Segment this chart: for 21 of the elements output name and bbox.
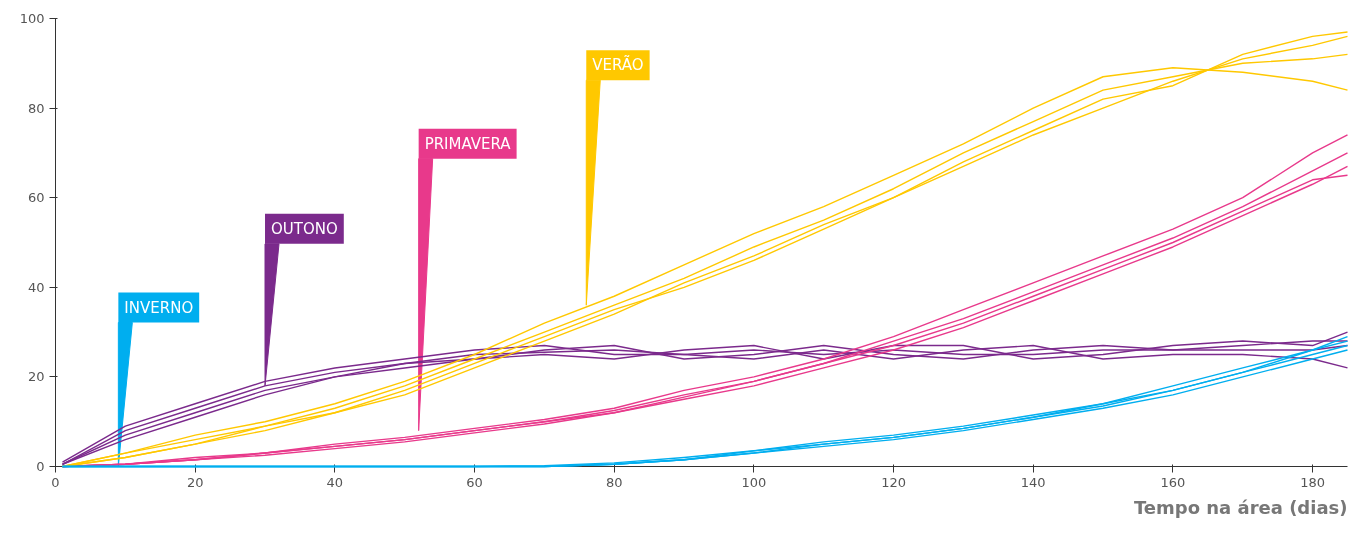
y-tick-label: 20	[27, 369, 45, 385]
x-axis-title: Tempo na área (dias)	[1133, 496, 1348, 518]
x-tick-label: 60	[466, 474, 483, 490]
x-tick-label: 140	[1020, 474, 1046, 490]
y-tick-label: 40	[27, 279, 45, 295]
annotation: VERÃO	[592, 55, 644, 75]
annotation: PRIMAVERA	[424, 134, 512, 153]
y-tick-label: 100	[19, 11, 45, 26]
x-tick-label: 80	[605, 474, 623, 490]
y-tick-label: 80	[27, 100, 45, 116]
annotation: INVERNO	[124, 298, 194, 317]
x-tick-label: 160	[1160, 474, 1186, 490]
x-tick-label: 180	[1300, 474, 1325, 490]
x-tick-label: 0	[51, 474, 60, 490]
annotation: OUTONO	[271, 219, 338, 238]
x-tick-label: 40	[326, 474, 344, 490]
x-tick-label: 100	[741, 474, 767, 490]
y-tick-label: 0	[36, 459, 45, 474]
x-tick-label: 20	[186, 474, 204, 490]
x-tick-label: 120	[881, 474, 906, 490]
y-tick-label: 60	[27, 190, 45, 206]
